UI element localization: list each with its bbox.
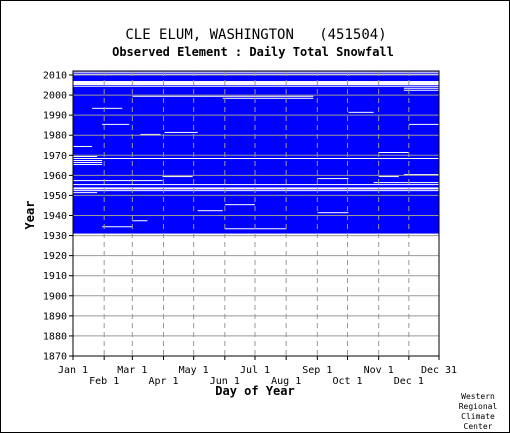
y-tick-label: 1950: [43, 191, 67, 202]
missing-data-segment: [73, 184, 439, 186]
y-tick-label: 1960: [43, 171, 67, 182]
x-tick-label: Sep 1: [302, 365, 332, 376]
missing-data-segment: [140, 133, 161, 135]
y-tick-label: 1920: [43, 251, 67, 262]
missing-year-line: [73, 83, 439, 86]
missing-data-segment: [132, 95, 314, 97]
missing-data-segment: [132, 220, 148, 222]
x-tick-label: Apr 1: [148, 376, 178, 387]
missing-data-segment: [73, 71, 439, 73]
y-tick-label: 1910: [43, 271, 67, 282]
missing-data-segment: [73, 155, 98, 158]
y-axis: 1870 1880 1890 1900 1910 1920 1930 1940 1950 1960…: [43, 71, 73, 363]
x-axis-label: Day of Year: [215, 384, 294, 398]
chart-title: CLE ELUM, WASHINGTON (451504): [125, 27, 386, 43]
y-tick-label: 1890: [43, 311, 67, 322]
y-tick-label: 1940: [43, 211, 67, 222]
missing-year-line: [73, 187, 439, 190]
missing-data-segment: [224, 204, 255, 206]
missing-data-segment: [378, 151, 409, 153]
missing-data-segment: [317, 178, 349, 180]
missing-data-segment: [73, 192, 98, 194]
y-tick-label: 1990: [43, 111, 67, 122]
missing-data-segment: [413, 158, 439, 160]
missing-data-segment: [73, 160, 103, 162]
x-tick-label: Aug 1: [271, 376, 301, 387]
y-tick-label: 1930: [43, 231, 67, 242]
missing-data-segment: [222, 97, 314, 99]
missing-data-segment: [317, 212, 349, 214]
missing-data-segment: [73, 164, 103, 166]
missing-data-segment: [378, 176, 399, 178]
missing-data-segment: [162, 176, 193, 178]
plot-area: [72, 70, 440, 357]
credit-line: Regional: [459, 402, 498, 411]
missing-data-segment: [92, 107, 123, 109]
missing-data-segment: [73, 162, 103, 164]
missing-data-segment: [73, 145, 93, 147]
x-tick-label: Jun 1: [210, 376, 240, 387]
y-tick-label: 2000: [43, 91, 67, 102]
missing-data-segment: [73, 85, 439, 87]
missing-data-segment: [403, 89, 439, 91]
y-tick-label: 1970: [43, 151, 67, 162]
x-tick-label: Jan 1: [58, 365, 88, 376]
credit-line: Climate: [461, 412, 495, 421]
missing-data-segment: [73, 73, 439, 75]
missing-data-segment: [197, 210, 223, 212]
y-axis-label: Year: [23, 201, 37, 230]
credit-line: Center: [464, 422, 493, 431]
missing-data-segment: [102, 123, 130, 125]
missing-data-segment: [224, 228, 287, 230]
y-tick-label: 1870: [43, 352, 67, 363]
y-tick-label: 1900: [43, 291, 67, 302]
y-tick-label: 1980: [43, 131, 67, 142]
x-tick-label: Feb 1: [89, 376, 119, 387]
x-tick-label: Jul 1: [240, 365, 270, 376]
missing-data-segment: [348, 111, 374, 113]
x-tick-label: Oct 1: [332, 376, 362, 387]
missing-data-segment: [403, 87, 439, 89]
missing-year-line: [73, 81, 439, 84]
x-tick-label: May 1: [179, 365, 209, 376]
missing-data-segment: [73, 190, 439, 192]
chart-subtitle: Observed Element : Daily Total Snowfall: [112, 45, 394, 59]
x-tick-label: Dec 31: [421, 365, 457, 376]
missing-data-segment: [408, 123, 439, 125]
x-tick-label: Dec 1: [394, 376, 424, 387]
y-tick-label: 1880: [43, 331, 67, 342]
missing-data-segment: [164, 131, 198, 133]
missing-data-segment: [102, 226, 133, 228]
missing-data-segment: [403, 174, 439, 176]
missing-data-segment: [373, 182, 439, 184]
y-tick-label: 2010: [43, 71, 67, 82]
x-tick-label: Nov 1: [364, 365, 394, 376]
credit-line: Western: [461, 392, 495, 401]
x-tick-label: Mar 1: [117, 365, 147, 376]
plot-border: [72, 70, 440, 357]
missing-data-segment: [73, 158, 439, 160]
missing-data-segment: [73, 180, 163, 182]
